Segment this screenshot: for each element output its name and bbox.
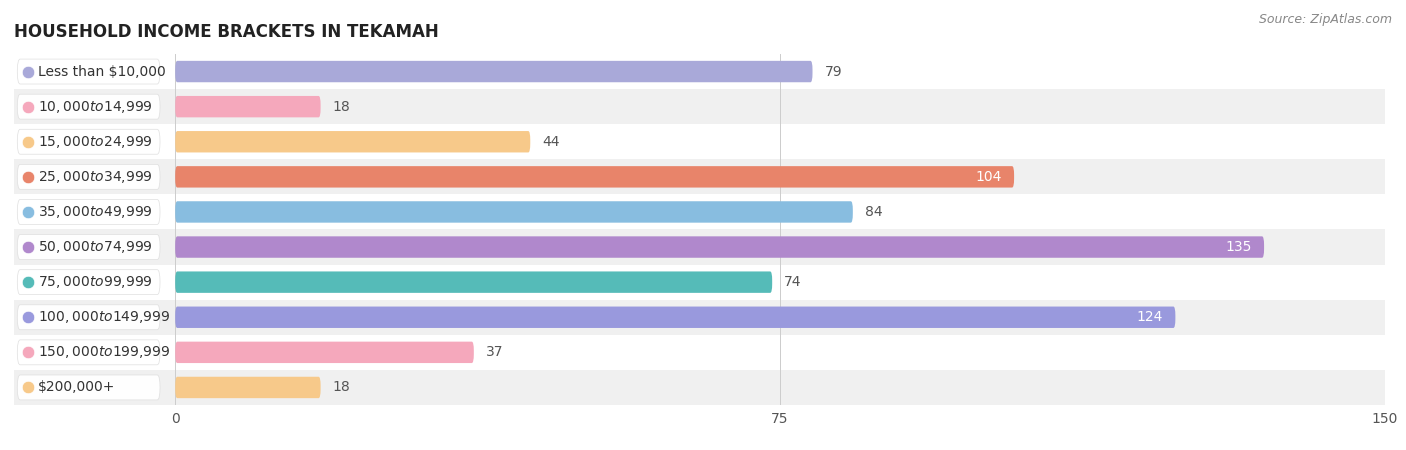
FancyBboxPatch shape bbox=[176, 236, 1264, 258]
FancyBboxPatch shape bbox=[17, 94, 160, 119]
Text: $35,000 to $49,999: $35,000 to $49,999 bbox=[38, 204, 153, 220]
FancyBboxPatch shape bbox=[176, 342, 474, 363]
Text: HOUSEHOLD INCOME BRACKETS IN TEKAMAH: HOUSEHOLD INCOME BRACKETS IN TEKAMAH bbox=[14, 23, 439, 41]
Text: $10,000 to $14,999: $10,000 to $14,999 bbox=[38, 99, 153, 115]
FancyBboxPatch shape bbox=[176, 201, 853, 223]
Text: 74: 74 bbox=[785, 275, 801, 289]
FancyBboxPatch shape bbox=[17, 199, 160, 225]
FancyBboxPatch shape bbox=[14, 300, 1385, 335]
FancyBboxPatch shape bbox=[17, 375, 160, 400]
Text: 79: 79 bbox=[824, 64, 842, 79]
FancyBboxPatch shape bbox=[17, 129, 160, 154]
Text: 104: 104 bbox=[976, 170, 1002, 184]
FancyBboxPatch shape bbox=[14, 89, 1385, 124]
Text: 18: 18 bbox=[333, 380, 350, 395]
FancyBboxPatch shape bbox=[176, 306, 1175, 328]
FancyBboxPatch shape bbox=[17, 270, 160, 295]
Text: 135: 135 bbox=[1226, 240, 1251, 254]
Text: $50,000 to $74,999: $50,000 to $74,999 bbox=[38, 239, 153, 255]
Text: Less than $10,000: Less than $10,000 bbox=[38, 64, 166, 79]
Text: $150,000 to $199,999: $150,000 to $199,999 bbox=[38, 344, 170, 360]
FancyBboxPatch shape bbox=[14, 335, 1385, 370]
FancyBboxPatch shape bbox=[176, 61, 813, 82]
Text: Source: ZipAtlas.com: Source: ZipAtlas.com bbox=[1258, 14, 1392, 27]
FancyBboxPatch shape bbox=[17, 234, 160, 260]
FancyBboxPatch shape bbox=[14, 124, 1385, 159]
FancyBboxPatch shape bbox=[17, 305, 160, 330]
Text: 18: 18 bbox=[333, 99, 350, 114]
FancyBboxPatch shape bbox=[14, 265, 1385, 300]
FancyBboxPatch shape bbox=[176, 96, 321, 117]
FancyBboxPatch shape bbox=[17, 340, 160, 365]
FancyBboxPatch shape bbox=[14, 159, 1385, 194]
FancyBboxPatch shape bbox=[176, 271, 772, 293]
Text: $75,000 to $99,999: $75,000 to $99,999 bbox=[38, 274, 153, 290]
FancyBboxPatch shape bbox=[14, 194, 1385, 230]
Text: 37: 37 bbox=[486, 345, 503, 360]
FancyBboxPatch shape bbox=[176, 377, 321, 398]
FancyBboxPatch shape bbox=[14, 230, 1385, 265]
FancyBboxPatch shape bbox=[176, 131, 530, 153]
Text: 84: 84 bbox=[865, 205, 883, 219]
FancyBboxPatch shape bbox=[17, 164, 160, 189]
Text: 124: 124 bbox=[1137, 310, 1163, 324]
FancyBboxPatch shape bbox=[14, 54, 1385, 89]
Text: $200,000+: $200,000+ bbox=[38, 380, 115, 395]
FancyBboxPatch shape bbox=[14, 370, 1385, 405]
Text: $100,000 to $149,999: $100,000 to $149,999 bbox=[38, 309, 170, 325]
Text: 44: 44 bbox=[543, 135, 560, 149]
Text: $25,000 to $34,999: $25,000 to $34,999 bbox=[38, 169, 153, 185]
FancyBboxPatch shape bbox=[17, 59, 160, 84]
FancyBboxPatch shape bbox=[176, 166, 1014, 188]
Text: $15,000 to $24,999: $15,000 to $24,999 bbox=[38, 134, 153, 150]
